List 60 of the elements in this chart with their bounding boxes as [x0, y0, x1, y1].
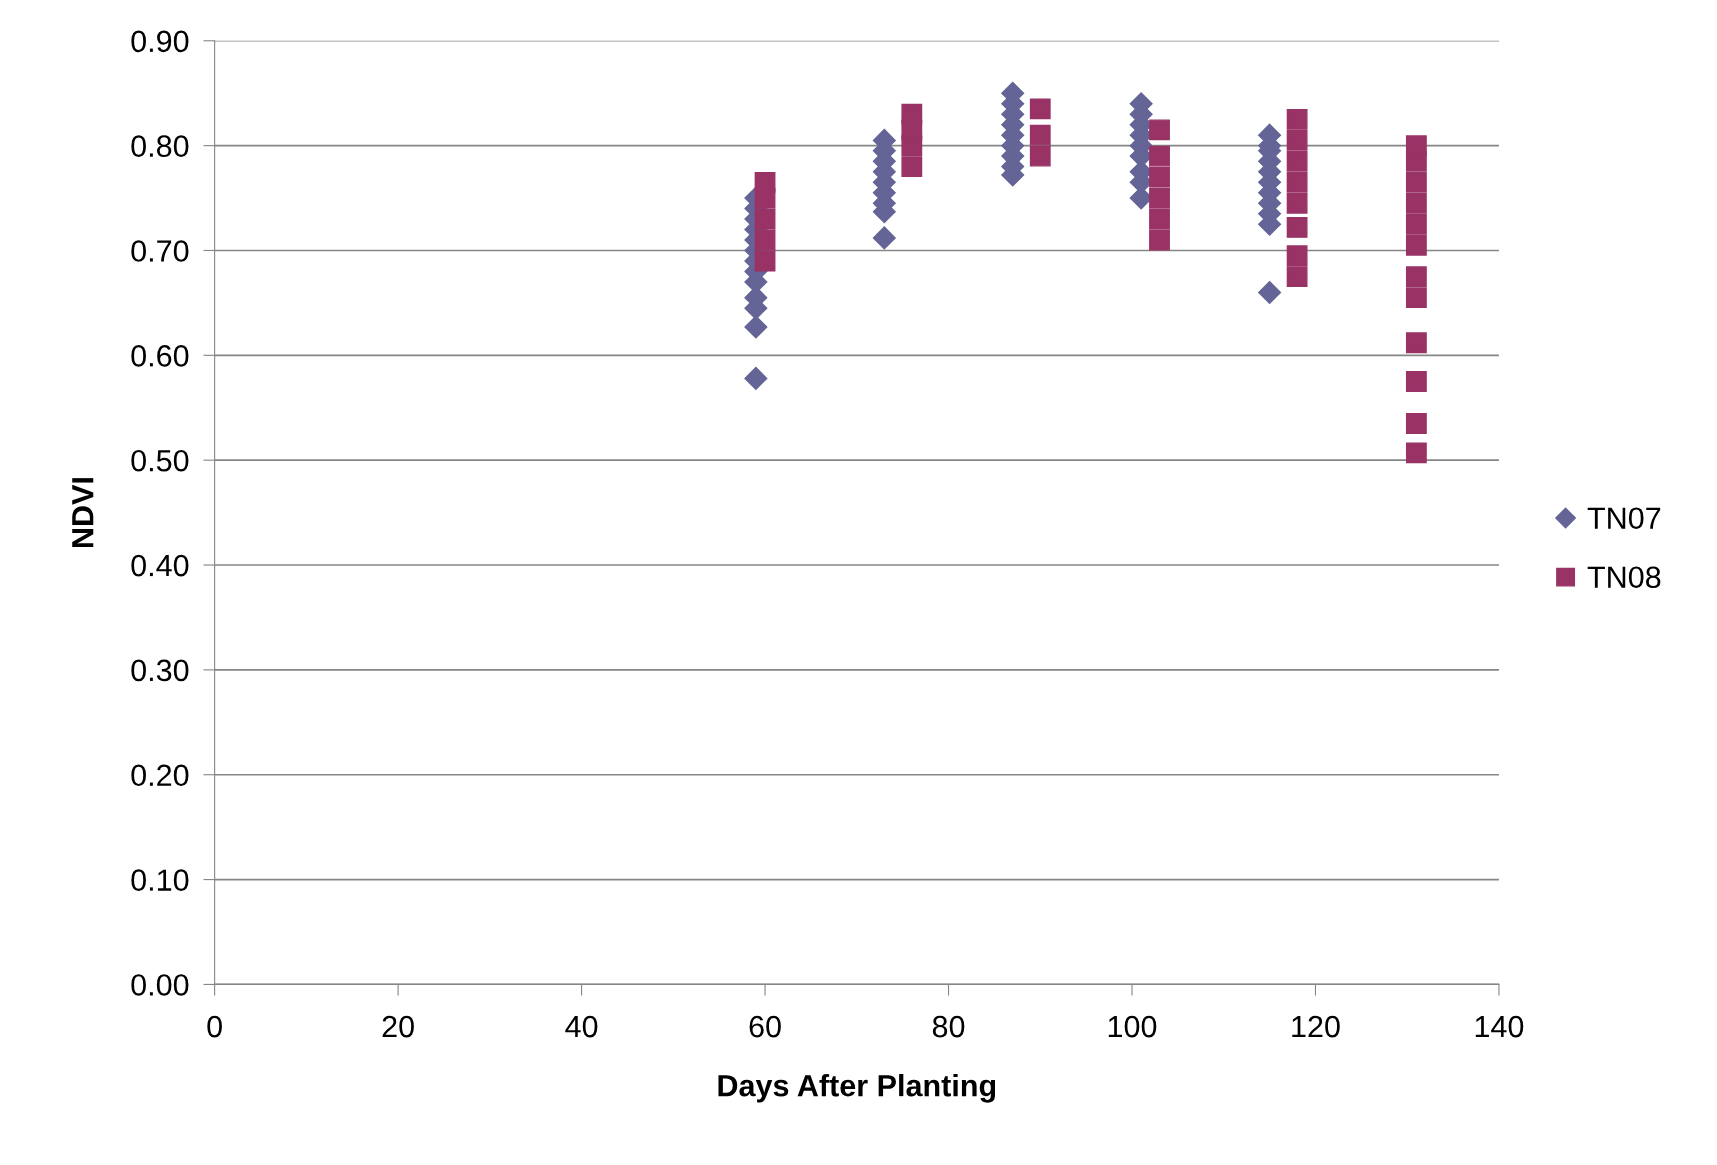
point	[1405, 413, 1427, 434]
point	[754, 250, 776, 272]
x-tick-label: 60	[749, 1015, 781, 1038]
point	[1149, 166, 1170, 188]
x-axis-title: Days After Planting	[718, 1074, 996, 1103]
legend-label: TN08	[1587, 566, 1661, 589]
point	[1286, 171, 1308, 193]
point	[1405, 234, 1427, 256]
point	[1405, 371, 1427, 392]
point	[1149, 145, 1170, 167]
point	[1405, 332, 1427, 354]
point	[872, 226, 896, 250]
point	[1405, 442, 1427, 464]
y-tick-label: 0.60	[131, 345, 189, 367]
y-axis-title: NDVI	[72, 478, 94, 548]
point	[1029, 98, 1051, 120]
point	[1286, 129, 1308, 151]
point	[754, 171, 776, 193]
x-tick-label: 0	[207, 1015, 222, 1038]
point	[901, 156, 923, 178]
legend-label: TN07	[1587, 507, 1661, 530]
point	[754, 229, 776, 251]
point	[1149, 187, 1170, 209]
point	[1029, 124, 1051, 146]
point	[1286, 150, 1308, 172]
y-tick-label: 0.40	[131, 554, 189, 577]
point	[1405, 266, 1427, 288]
x-tick-label: 100	[1108, 1015, 1157, 1038]
y-tick-label: 0.70	[131, 240, 189, 262]
point	[754, 208, 776, 230]
point	[1405, 171, 1427, 193]
point	[1286, 216, 1308, 238]
point	[1286, 245, 1308, 267]
x-tick-label: 80	[932, 1015, 965, 1038]
y-tick-label: 0.30	[131, 659, 189, 682]
x-tick-label: 140	[1475, 1015, 1524, 1038]
y-tick-label: 0.90	[131, 30, 189, 53]
point	[1405, 287, 1427, 309]
point	[1258, 280, 1282, 304]
point	[1286, 266, 1308, 288]
point	[1149, 208, 1170, 230]
point	[1405, 213, 1427, 235]
point	[744, 315, 768, 339]
x-tick-label: 40	[565, 1015, 598, 1038]
point	[1286, 192, 1308, 214]
point	[1405, 135, 1427, 157]
x-tick-label: 120	[1292, 1015, 1340, 1038]
point	[1405, 192, 1427, 214]
point	[901, 103, 923, 125]
point	[1149, 119, 1170, 141]
y-tick-label: 0.20	[131, 764, 189, 787]
y-tick-label: 0.00	[131, 974, 189, 996]
point	[1149, 229, 1170, 251]
y-tick-label: 0.10	[131, 869, 189, 891]
point	[1286, 108, 1308, 130]
point	[1029, 145, 1051, 167]
point	[744, 366, 768, 390]
x-tick-label: 20	[382, 1015, 414, 1038]
y-tick-label: 0.50	[131, 449, 189, 472]
y-tick-label: 0.80	[131, 135, 189, 157]
